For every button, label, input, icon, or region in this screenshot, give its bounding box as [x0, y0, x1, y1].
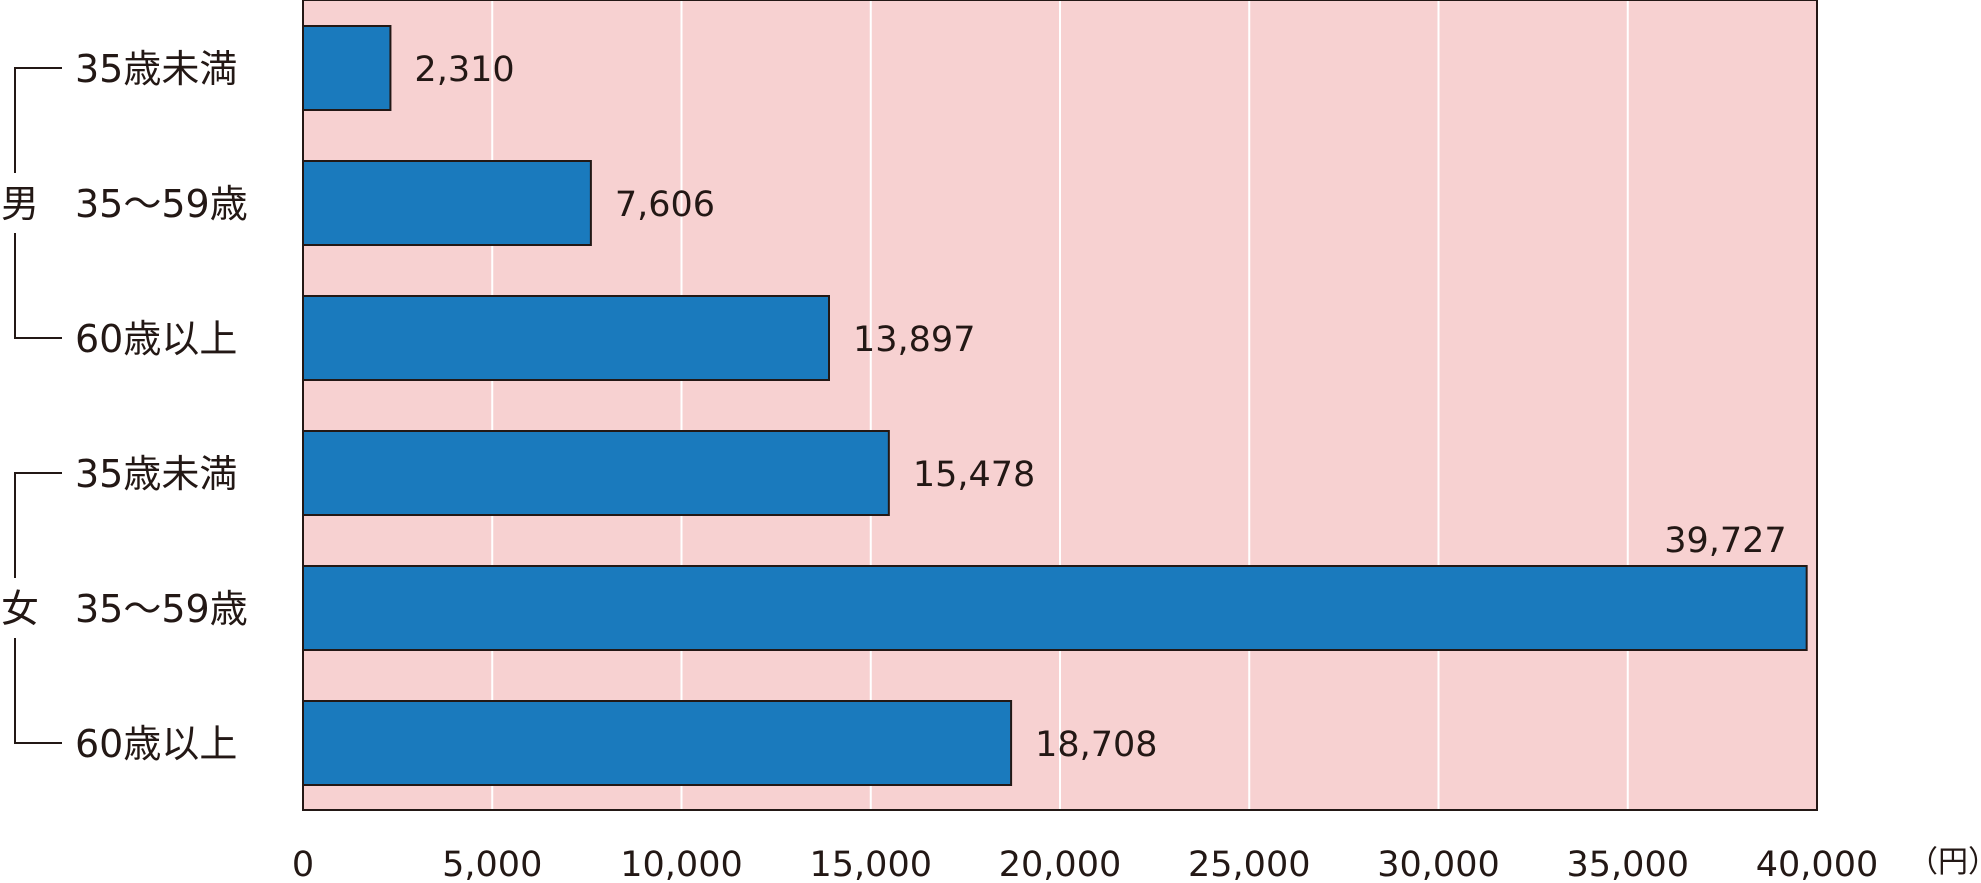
x-tick-label: 10,000: [620, 845, 742, 883]
x-tick-label: 5,000: [442, 845, 542, 883]
x-tick-label: 0: [292, 845, 314, 883]
data-label: 15,478: [913, 455, 1035, 495]
data-label: 13,897: [853, 320, 975, 360]
unit-label: （円）: [1908, 845, 1981, 880]
category-label: 35～59歳: [75, 182, 248, 226]
bar: [302, 295, 831, 381]
bar: [302, 565, 1808, 651]
x-tick-label: 15,000: [810, 845, 932, 883]
x-tick-label: 25,000: [1188, 845, 1310, 883]
x-tick-label: 35,000: [1567, 845, 1689, 883]
group-label: 女: [1, 587, 39, 631]
data-label: 39,727: [1664, 521, 1786, 561]
group-label: 男: [1, 182, 39, 226]
plot-frame: [302, 0, 1818, 811]
category-labels: 2,310 35歳未満 7,606 35～59歳 13,897 60歳以上 15,478 35…: [75, 47, 1787, 766]
data-label: 18,708: [1035, 725, 1157, 765]
category-label: 35～59歳: [75, 587, 248, 631]
x-tick-labels: 0 5,000 10,000 15,000 20,000 25,000 30,000 35,0…: [292, 845, 1878, 883]
bar: [302, 700, 1013, 786]
data-label: 7,606: [615, 185, 715, 225]
bars: [302, 25, 1808, 786]
grid-lines: [491, 0, 1629, 810]
group-brackets: 男女: [1, 67, 62, 744]
category-label: 60歳以上: [75, 317, 237, 361]
category-label: 60歳以上: [75, 722, 237, 766]
group-bracket: [14, 472, 62, 744]
x-tick-label: 40,000: [1756, 845, 1878, 883]
category-label: 35歳未満: [75, 47, 237, 91]
bar: [302, 25, 392, 111]
category-label: 35歳未満: [75, 452, 237, 496]
data-label: 2,310: [414, 50, 514, 90]
bar: [302, 430, 890, 516]
bar: [302, 160, 592, 246]
group-bracket: [14, 67, 62, 339]
x-tick-label: 30,000: [1377, 845, 1499, 883]
x-tick-label: 20,000: [999, 845, 1121, 883]
